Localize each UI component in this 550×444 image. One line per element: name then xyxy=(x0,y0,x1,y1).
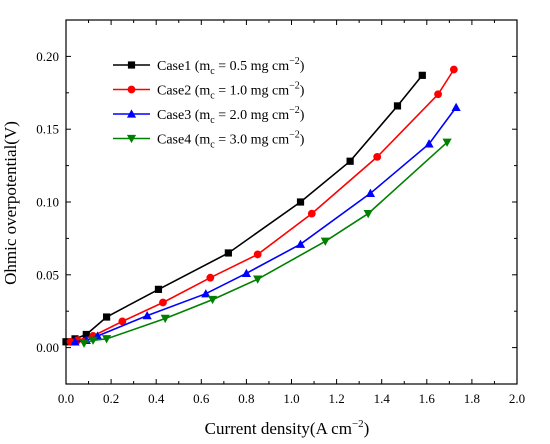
data-point xyxy=(449,65,458,74)
data-point xyxy=(154,285,163,293)
legend-marker xyxy=(127,85,136,94)
data-point xyxy=(118,317,127,326)
x-tick-label: 0.4 xyxy=(148,391,165,406)
legend-entry-3: Case3 (mc = 2.0 mg cm−2) xyxy=(113,105,305,126)
legend-label-part: ) xyxy=(300,108,305,123)
legend-label-part: = 3.0 mg cm xyxy=(215,133,289,148)
data-point xyxy=(82,330,90,339)
legend-marker xyxy=(127,61,136,69)
data-point xyxy=(88,336,98,345)
data-point xyxy=(101,335,112,344)
plot-marks xyxy=(62,65,461,348)
x-tick-label: 1.2 xyxy=(328,391,344,406)
x-tick-label: 0.2 xyxy=(103,391,119,406)
x-tick-label: 1.6 xyxy=(419,391,436,406)
data-point xyxy=(160,314,170,324)
y-tick-label: 0.10 xyxy=(36,195,59,210)
legend-label-part: = 2.0 mg cm xyxy=(215,108,289,123)
legend-label: Case1 (mc = 0.5 mg cm−2) xyxy=(157,56,305,77)
data-point xyxy=(102,313,111,321)
x-tick-label: 1.4 xyxy=(374,391,391,406)
data-point xyxy=(224,249,232,257)
data-point xyxy=(434,90,442,99)
legend-label-part: Case4 (m xyxy=(157,133,210,148)
data-point xyxy=(307,209,316,218)
legend-label-part: ) xyxy=(300,133,305,148)
x-tick-label: 1.8 xyxy=(464,391,480,406)
data-point xyxy=(424,139,434,148)
legend-entry-2: Case2 (mc = 1.0 mg cm−2) xyxy=(113,81,305,102)
legend-label-part: −2 xyxy=(289,56,300,67)
legend-label-part: ) xyxy=(300,84,305,99)
legend-label-part: −2 xyxy=(289,130,300,141)
data-point xyxy=(70,337,80,346)
legend-label-part: c xyxy=(210,66,215,77)
series-4 xyxy=(79,138,452,348)
legend-label: Case3 (mc = 2.0 mg cm−2) xyxy=(157,105,305,126)
x-tick-label: 0.0 xyxy=(58,391,74,406)
x-axis-label-main: Current density(A cm xyxy=(205,419,352,438)
data-point xyxy=(253,250,262,259)
legend-label-part: = 1.0 mg cm xyxy=(215,84,289,99)
legend-marker xyxy=(126,134,137,144)
legend-label-part: Case1 (m xyxy=(157,59,210,74)
legend-entry-1: Case1 (mc = 0.5 mg cm−2) xyxy=(113,56,305,77)
data-point xyxy=(320,237,330,246)
series-2 xyxy=(66,65,458,346)
data-point xyxy=(393,102,402,110)
y-tick-label: 0.15 xyxy=(36,122,59,137)
data-point xyxy=(442,138,452,147)
legend-label-part: Case3 (m xyxy=(157,108,210,123)
legend-label-part: c xyxy=(210,115,215,126)
legend-label-part: −2 xyxy=(289,81,300,92)
data-point xyxy=(207,295,218,305)
data-point xyxy=(206,273,215,282)
data-point xyxy=(241,268,251,278)
legend-label-part: Case2 (m xyxy=(157,84,210,99)
legend-label-part: ) xyxy=(300,59,305,74)
x-tick-label: 2.0 xyxy=(509,391,525,406)
legend-entry-4: Case4 (mc = 3.0 mg cm−2) xyxy=(113,130,305,151)
data-point xyxy=(363,209,373,219)
x-axis-label-sup: −2 xyxy=(352,418,364,430)
legend-label-part: −2 xyxy=(289,105,300,116)
data-point xyxy=(295,239,306,248)
series-line xyxy=(65,74,423,343)
x-axis-label-tail: ) xyxy=(364,419,370,438)
data-point xyxy=(296,198,305,206)
data-point xyxy=(346,157,354,165)
legend-label-part: c xyxy=(210,140,215,151)
data-point xyxy=(365,188,376,197)
y-tick-label: 0.00 xyxy=(36,340,59,355)
legend-marker xyxy=(126,109,137,118)
data-point xyxy=(451,102,461,112)
x-tick-label: 1.0 xyxy=(283,391,299,406)
data-point xyxy=(159,298,167,307)
x-tick-label: 0.6 xyxy=(193,391,210,406)
y-tick-label: 0.05 xyxy=(36,267,59,282)
y-tick-label: 0.20 xyxy=(36,49,59,64)
data-point xyxy=(253,275,263,284)
data-point xyxy=(142,310,152,320)
legend-label: Case2 (mc = 1.0 mg cm−2) xyxy=(157,81,305,102)
x-axis-label: Current density(A cm−2) xyxy=(205,418,370,438)
data-point xyxy=(201,289,211,298)
legend-label-part: c xyxy=(210,91,215,102)
data-point xyxy=(79,339,89,348)
data-point xyxy=(418,71,426,79)
legend-label: Case4 (mc = 3.0 mg cm−2) xyxy=(157,130,305,151)
axes: 0.0 0.2 0.4 0.6 0.8 1.0 1.2 1.4 1.6 1.8 2.0 0.00 0.0… xyxy=(36,19,525,406)
legend: Case1 (mc = 0.5 mg cm−2)Case2 (mc = 1.0 … xyxy=(113,56,305,151)
data-point xyxy=(373,152,382,161)
legend-label-part: = 0.5 mg cm xyxy=(215,59,289,74)
y-axis-label: Ohmic overpotential(V) xyxy=(1,121,20,285)
x-tick-label: 0.8 xyxy=(238,391,254,406)
